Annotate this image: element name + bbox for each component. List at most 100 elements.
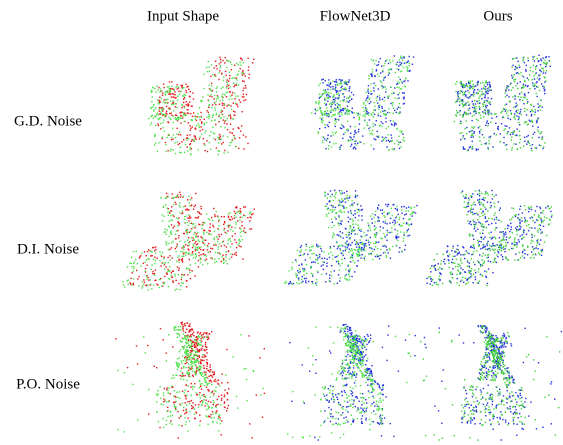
point	[395, 237, 396, 238]
point	[208, 401, 209, 402]
point	[246, 400, 247, 401]
point	[190, 362, 191, 363]
point	[532, 241, 533, 242]
point	[392, 148, 393, 149]
point	[195, 404, 196, 405]
point	[532, 79, 533, 80]
point	[518, 214, 519, 215]
point	[233, 128, 234, 129]
point	[403, 103, 404, 104]
point	[461, 132, 462, 133]
point	[401, 132, 402, 133]
point	[449, 280, 450, 281]
point	[546, 70, 547, 71]
point	[519, 209, 520, 210]
point	[321, 274, 322, 275]
point	[189, 411, 190, 412]
point	[228, 85, 229, 86]
point	[317, 246, 318, 247]
point	[450, 271, 451, 272]
point	[517, 88, 518, 89]
point	[199, 333, 200, 334]
point	[539, 228, 540, 229]
point	[169, 266, 170, 267]
point	[169, 92, 170, 93]
point	[539, 74, 540, 75]
point	[238, 148, 239, 149]
point	[374, 138, 375, 139]
point	[206, 368, 207, 369]
point	[195, 246, 196, 247]
point	[538, 137, 539, 138]
point	[157, 151, 158, 152]
point	[195, 236, 196, 237]
point	[180, 322, 181, 323]
point	[469, 131, 470, 132]
point	[228, 226, 229, 227]
point	[345, 250, 346, 251]
point	[491, 190, 492, 191]
point	[403, 218, 404, 219]
point	[373, 148, 374, 149]
point	[388, 97, 389, 98]
point	[177, 358, 178, 359]
point	[203, 338, 204, 339]
point	[328, 388, 329, 389]
point	[318, 103, 319, 104]
point	[180, 415, 181, 416]
point	[468, 253, 469, 254]
point	[515, 228, 516, 229]
point	[357, 203, 358, 204]
point	[304, 268, 305, 269]
point	[518, 239, 519, 240]
point	[486, 80, 487, 81]
point	[198, 240, 199, 241]
point	[207, 389, 208, 390]
point	[171, 386, 172, 387]
point	[462, 94, 463, 95]
point	[163, 282, 164, 283]
point	[531, 209, 532, 210]
point	[210, 414, 211, 415]
point	[171, 272, 172, 273]
point	[330, 416, 331, 417]
point	[392, 102, 393, 103]
point	[182, 341, 183, 342]
point	[158, 142, 159, 143]
point	[202, 373, 203, 374]
point	[457, 100, 458, 101]
point	[548, 205, 549, 206]
point	[468, 270, 469, 271]
point	[320, 83, 321, 84]
point	[505, 234, 506, 235]
point	[480, 223, 481, 224]
point	[388, 95, 389, 96]
point	[234, 111, 235, 112]
point	[234, 93, 235, 94]
point	[202, 354, 203, 355]
point	[454, 251, 455, 252]
point	[220, 253, 221, 254]
point	[489, 248, 490, 249]
point	[151, 101, 152, 102]
point	[539, 207, 540, 208]
point	[183, 114, 184, 115]
point	[510, 223, 511, 224]
point	[489, 237, 490, 238]
point	[182, 261, 183, 262]
point	[473, 90, 474, 91]
point	[350, 261, 351, 262]
point	[329, 280, 330, 281]
point	[381, 85, 382, 86]
point	[369, 98, 370, 99]
point	[511, 243, 512, 244]
point	[545, 80, 546, 81]
point	[190, 364, 191, 365]
point	[348, 221, 349, 222]
point	[468, 97, 469, 98]
point	[480, 266, 481, 267]
point	[213, 138, 214, 139]
point	[540, 239, 541, 240]
point	[224, 228, 225, 229]
point	[514, 115, 515, 116]
